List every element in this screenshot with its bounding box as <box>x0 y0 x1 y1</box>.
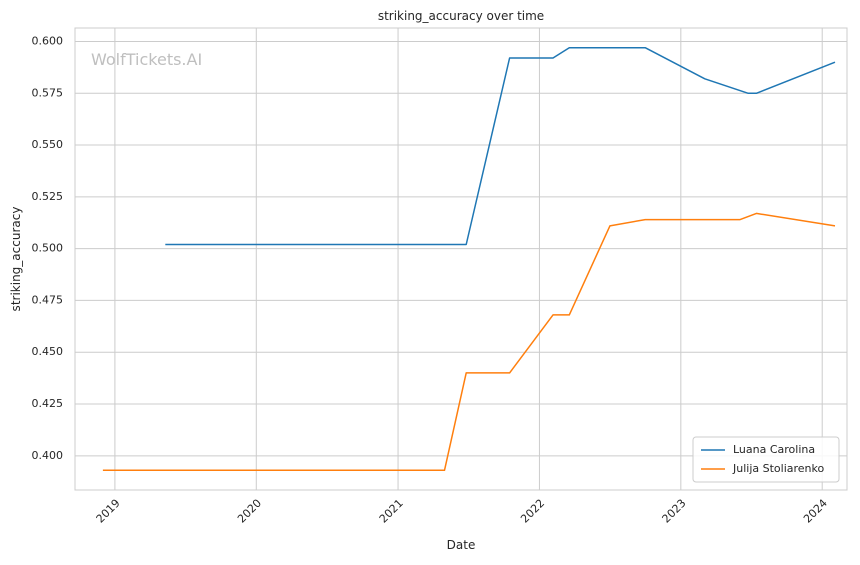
y-tick-label: 0.425 <box>32 397 64 410</box>
legend-box <box>692 436 840 483</box>
x-tick-label: 2023 <box>660 497 689 526</box>
series-line <box>165 46 836 246</box>
x-tick-label: 2019 <box>94 497 123 526</box>
series-line <box>102 212 836 472</box>
y-tick-label: 0.475 <box>32 293 64 306</box>
x-tick-label: 2024 <box>801 497 830 526</box>
x-tick-label: 2022 <box>518 497 547 526</box>
x-axis-label: Date <box>447 538 476 552</box>
legend-label: Luana Carolina <box>733 443 815 456</box>
plot-frame <box>74 27 848 491</box>
y-tick-label: 0.525 <box>32 190 64 203</box>
legend-label: Julija Stoliarenko <box>732 462 824 475</box>
y-tick-label: 0.600 <box>32 34 64 47</box>
y-tick-label: 0.400 <box>32 449 64 462</box>
x-tick-label: 2020 <box>235 497 264 526</box>
gridlines <box>75 28 847 490</box>
x-tick-label: 2021 <box>377 497 406 526</box>
y-tick-label: 0.450 <box>32 345 64 358</box>
series-lines <box>102 46 836 472</box>
y-axis-label: striking_accuracy <box>9 207 23 312</box>
y-tick-label: 0.575 <box>32 86 64 99</box>
chart-title: striking_accuracy over time <box>378 9 544 23</box>
watermark: WolfTickets.AI <box>91 50 202 69</box>
x-axis-ticks: 2019 2020 2021 2022 2023 2024 <box>94 497 830 526</box>
y-axis-ticks: 0.400 0.425 0.450 0.475 0.500 0.525 0.550 0.575… <box>32 34 64 461</box>
legend: Luana Carolina Julija Stoliarenko <box>692 436 840 483</box>
y-tick-label: 0.550 <box>32 138 64 151</box>
y-tick-label: 0.500 <box>32 242 64 255</box>
